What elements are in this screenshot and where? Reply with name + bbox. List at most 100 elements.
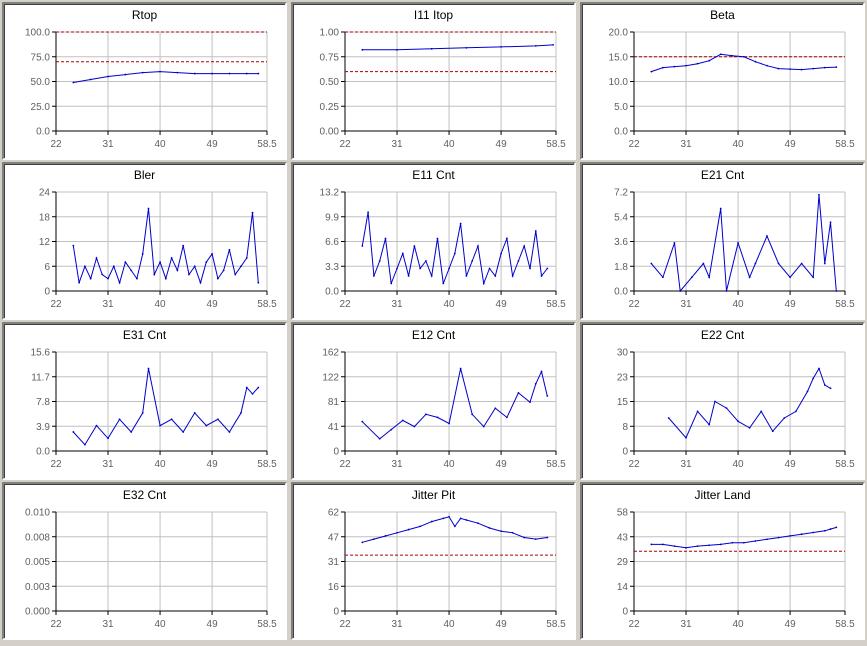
y-tick-label: 0.0 xyxy=(36,447,50,458)
data-point xyxy=(101,273,104,276)
x-tick-label: 58.5 xyxy=(835,139,855,150)
data-point xyxy=(176,269,179,272)
data-point xyxy=(193,265,196,268)
data-point xyxy=(800,68,803,71)
data-point xyxy=(673,65,676,68)
data-point xyxy=(685,436,687,439)
data-point xyxy=(719,207,722,210)
data-point xyxy=(783,417,786,419)
chart-panel-jitter-land: Jitter Land 22 31 40 49 58.5 58 43 29 14 0 xyxy=(580,482,865,640)
y-tick-label: 41 xyxy=(328,422,340,433)
data-point xyxy=(159,424,161,427)
y-tick-label: 47 xyxy=(328,532,340,543)
x-tick-label: 22 xyxy=(339,619,351,630)
y-tick-label: 0 xyxy=(622,607,628,618)
x-tick-label: 22 xyxy=(50,299,62,310)
y-tick-label: 7.2 xyxy=(614,188,628,199)
y-tick-label: 81 xyxy=(328,397,340,408)
chart-svg: 22 31 40 49 58.5 58 43 29 14 0 xyxy=(617,508,855,631)
x-tick-label: 49 xyxy=(207,619,219,630)
data-point xyxy=(662,66,664,69)
data-point xyxy=(725,407,728,409)
y-tick-label: 8 xyxy=(622,422,628,433)
y-tick-label: 1.00 xyxy=(320,28,340,39)
data-point xyxy=(141,412,144,414)
series-line xyxy=(650,194,837,293)
data-point xyxy=(234,273,237,276)
data-point xyxy=(714,400,716,403)
data-point xyxy=(754,60,757,63)
x-tick-label: 49 xyxy=(785,139,797,150)
chart-panel-jitter-pit: Jitter Pit 22 31 40 49 58.5 62 47 31 16 0 xyxy=(291,482,576,640)
data-point xyxy=(771,430,774,433)
series-line xyxy=(73,71,259,83)
chart-svg: 22 31 40 49 58.5 100.0 75.0 50.0 25.0 0.0 xyxy=(25,28,277,151)
series-line xyxy=(72,368,259,446)
x-tick-label: 58.5 xyxy=(546,139,566,150)
data-point xyxy=(459,367,462,370)
y-tick-label: 25.0 xyxy=(31,102,51,113)
data-point xyxy=(396,531,398,534)
data-point xyxy=(534,538,537,541)
chart-title: E32 Cnt xyxy=(122,488,167,502)
data-point xyxy=(540,370,543,373)
data-point xyxy=(650,543,653,546)
x-tick-label: 58.5 xyxy=(546,619,566,630)
y-tick-label: 0.0 xyxy=(325,287,339,298)
y-tick-label: 0.008 xyxy=(25,532,50,543)
data-point xyxy=(84,265,86,268)
x-tick-label: 22 xyxy=(339,139,351,150)
data-point xyxy=(390,428,393,431)
series-line xyxy=(362,44,554,51)
x-tick-label: 58.5 xyxy=(835,459,855,470)
data-point xyxy=(777,67,780,70)
x-tick-label: 58.5 xyxy=(546,459,566,470)
data-point xyxy=(725,290,728,292)
chart-svg: 22 31 40 49 58.5 0.010 0.008 0.005 0.003 0.000 xyxy=(25,508,277,631)
data-point xyxy=(754,262,757,265)
data-point xyxy=(766,235,768,237)
data-point xyxy=(766,538,768,541)
chart-panel-e21-cnt: E21 Cnt 22 31 40 49 58.5 7.2 5.4 3.6 1.8 0.0 xyxy=(580,162,865,320)
x-tick-label: 31 xyxy=(102,619,114,630)
x-tick-label: 40 xyxy=(154,299,166,310)
data-point xyxy=(216,277,219,280)
data-point xyxy=(800,262,803,265)
chart-svg: 22 31 40 49 58.5 1.00 0.75 0.50 0.25 0.00 xyxy=(320,28,567,151)
data-point xyxy=(199,281,202,284)
data-point xyxy=(766,64,768,67)
chart-title: E22 Cnt xyxy=(700,328,745,342)
y-tick-label: 1.8 xyxy=(614,262,628,273)
data-point xyxy=(436,237,439,240)
data-point xyxy=(407,275,410,277)
data-point xyxy=(471,260,474,262)
data-point xyxy=(361,541,364,544)
x-tick-label: 31 xyxy=(102,139,114,150)
y-tick-label: 11.7 xyxy=(31,372,50,383)
x-tick-label: 22 xyxy=(339,299,351,310)
data-point xyxy=(748,427,751,429)
chart-title: Beta xyxy=(710,8,735,22)
data-point xyxy=(748,276,751,279)
data-point xyxy=(159,70,161,73)
x-tick-label: 49 xyxy=(496,619,508,630)
data-point xyxy=(789,68,791,71)
y-tick-label: 7.8 xyxy=(36,397,50,408)
chart-title: Rtop xyxy=(131,8,158,22)
x-tick-label: 22 xyxy=(50,459,62,470)
data-point xyxy=(777,262,780,265)
data-point xyxy=(425,413,427,416)
data-point xyxy=(182,244,185,247)
x-tick-label: 49 xyxy=(785,459,797,470)
data-point xyxy=(552,43,555,46)
data-point xyxy=(361,48,364,51)
x-tick-label: 40 xyxy=(154,139,166,150)
data-point xyxy=(812,67,815,70)
data-point xyxy=(118,281,121,284)
data-point xyxy=(511,531,514,534)
x-tick-label: 31 xyxy=(102,299,114,310)
y-tick-label: 0.25 xyxy=(320,102,340,113)
x-tick-label: 58.5 xyxy=(835,619,855,630)
chart-panel-bler: Bler 22 31 40 49 58.5 24 18 12 6 0 xyxy=(2,162,287,320)
